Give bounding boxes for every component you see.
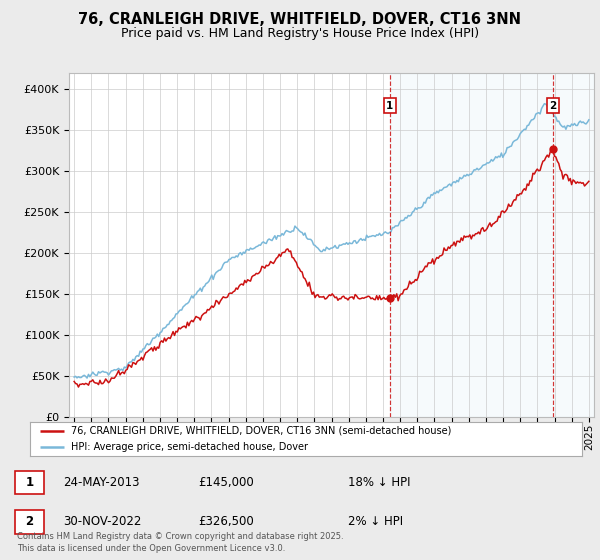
Text: Price paid vs. HM Land Registry's House Price Index (HPI): Price paid vs. HM Land Registry's House … [121, 27, 479, 40]
Text: 18% ↓ HPI: 18% ↓ HPI [348, 476, 410, 489]
Text: £326,500: £326,500 [198, 515, 254, 529]
Text: 2: 2 [25, 515, 34, 529]
Bar [390, 73, 594, 417]
Text: 2% ↓ HPI: 2% ↓ HPI [348, 515, 403, 529]
Text: 76, CRANLEIGH DRIVE, WHITFIELD, DOVER, CT16 3NN (semi-detached house): 76, CRANLEIGH DRIVE, WHITFIELD, DOVER, C… [71, 426, 452, 436]
Text: 2: 2 [550, 100, 557, 110]
Text: 1: 1 [386, 100, 394, 110]
Text: £145,000: £145,000 [198, 476, 254, 489]
Text: HPI: Average price, semi-detached house, Dover: HPI: Average price, semi-detached house,… [71, 442, 308, 452]
Text: 24-MAY-2013: 24-MAY-2013 [63, 476, 139, 489]
Text: 30-NOV-2022: 30-NOV-2022 [63, 515, 142, 529]
Text: 76, CRANLEIGH DRIVE, WHITFIELD, DOVER, CT16 3NN: 76, CRANLEIGH DRIVE, WHITFIELD, DOVER, C… [79, 12, 521, 27]
Text: Contains HM Land Registry data © Crown copyright and database right 2025.
This d: Contains HM Land Registry data © Crown c… [17, 532, 343, 553]
Text: 1: 1 [25, 476, 34, 489]
